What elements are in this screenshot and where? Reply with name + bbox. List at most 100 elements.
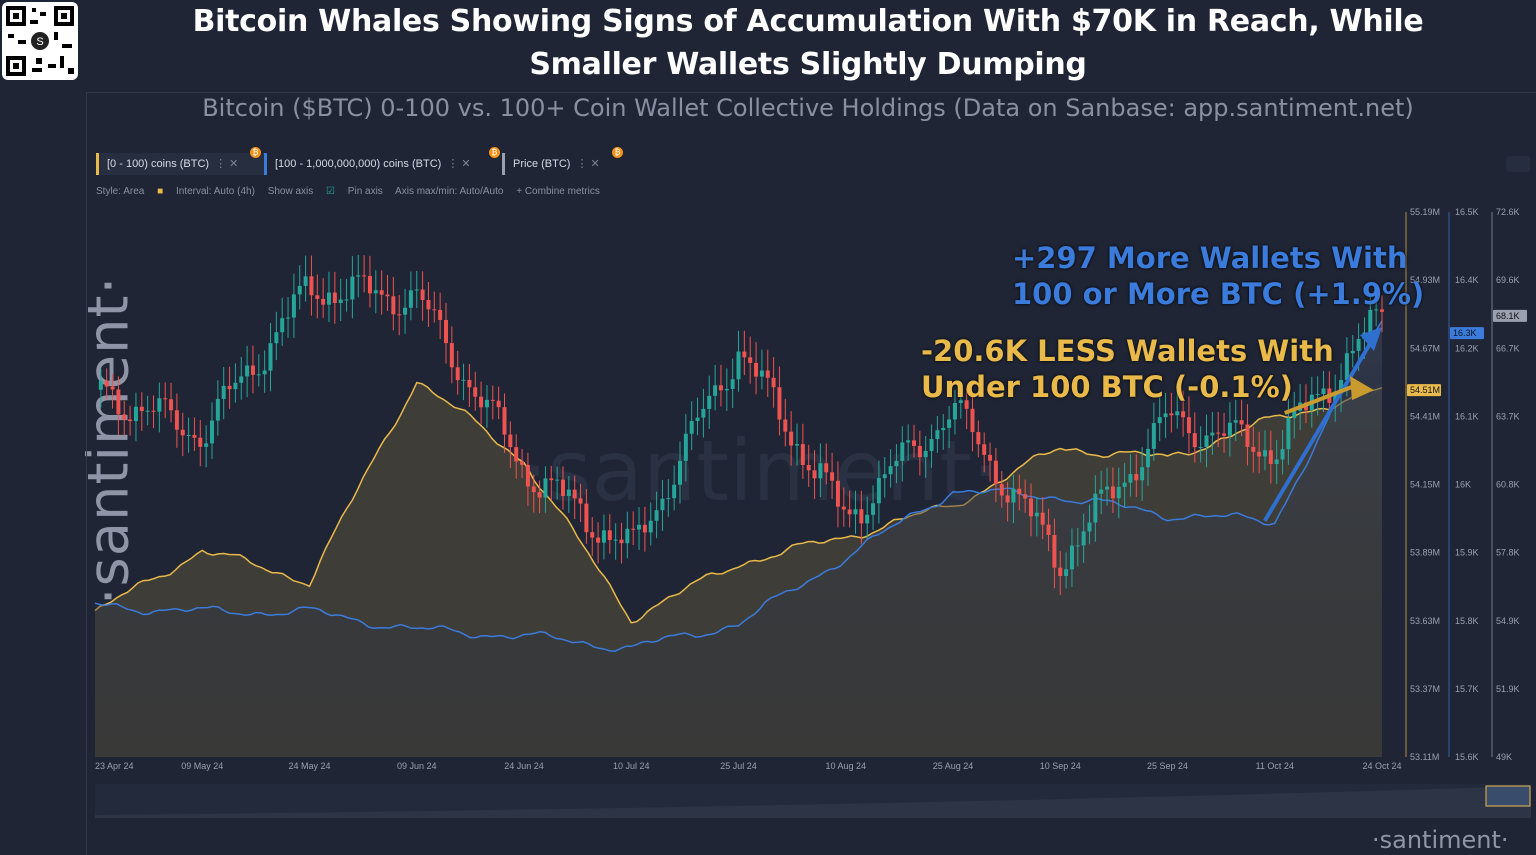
candle-body <box>666 498 671 500</box>
x-axis: 23 Apr 24 09 May 24 24 May 24 09 Jun 24 24 J… <box>95 761 1402 771</box>
price-axis-tick-label: 49K <box>1496 752 1512 762</box>
svg-text:S: S <box>36 36 43 48</box>
x-tick-label: 24 Jun 24 <box>504 761 544 771</box>
candle-body <box>1204 435 1209 447</box>
whales-axis-tick-label: 16.4K <box>1455 275 1479 285</box>
combine-metrics-button[interactable]: + Combine metrics <box>516 186 600 197</box>
candle-body <box>759 370 764 377</box>
candle-body <box>204 443 209 447</box>
small-axis-tick-label: 54.15M <box>1410 480 1440 490</box>
candle-body <box>484 399 489 408</box>
small-arrow-head <box>1350 376 1374 401</box>
close-icon[interactable]: ⋮ ✕ <box>447 158 471 170</box>
metric-pill-small-holders[interactable]: [0 - 100) coins (BTC) ⋮ ✕ <box>96 153 265 175</box>
candle-body <box>467 379 472 388</box>
small-axis-tick-label: 54.93M <box>1410 275 1440 285</box>
checkbox-icon[interactable]: ☑ <box>326 186 336 197</box>
candle-body <box>414 289 419 291</box>
candle-body <box>648 520 653 533</box>
candle-body <box>256 374 261 376</box>
candle-body <box>1216 432 1221 434</box>
candle-body <box>654 510 659 521</box>
candle-body <box>274 332 279 344</box>
candle-body <box>321 298 326 305</box>
close-icon[interactable]: ⋮ ✕ <box>576 158 600 170</box>
candle-body <box>438 309 443 320</box>
whales-area <box>95 320 1382 757</box>
candle-body <box>555 479 560 481</box>
candle-body <box>1105 486 1110 490</box>
bitcoin-icon: ₿ <box>612 147 623 158</box>
candle-body <box>795 444 799 446</box>
small-axis-tick-label: 55.19M <box>1410 207 1440 217</box>
candle-body <box>607 530 612 540</box>
header-divider <box>86 92 1536 93</box>
small-trend-arrow <box>1284 384 1355 415</box>
style-dropdown[interactable]: Style: Area <box>96 186 145 197</box>
small-axis-tick-label: 53.37M <box>1410 684 1440 694</box>
metric-label-whales: [100 - 1,000,000,000) coins (BTC) <box>275 158 442 170</box>
candle-body <box>1011 488 1016 503</box>
price-axis-tick-label: 60.8K <box>1496 480 1520 490</box>
candle-body <box>543 478 548 498</box>
candle-body <box>730 379 735 389</box>
candle-body <box>549 478 554 481</box>
candle-body <box>344 299 349 301</box>
candle-body <box>420 289 425 300</box>
candle-body <box>800 444 805 465</box>
interval-dropdown[interactable]: Interval: Auto (4h) <box>175 186 255 197</box>
candle-body <box>789 431 794 446</box>
x-tick-label: 11 Oct 24 <box>1256 761 1294 771</box>
candle-body <box>1029 498 1033 517</box>
pin-axis-toggle[interactable]: Pin axis <box>347 186 383 197</box>
candle-body <box>455 367 460 381</box>
candle-body <box>403 307 408 315</box>
candle-body <box>613 539 618 541</box>
candle-body <box>912 440 916 446</box>
settings-icon[interactable] <box>1506 156 1530 172</box>
navigator-handle <box>1485 785 1531 807</box>
candle-body <box>221 385 226 399</box>
color-swatch-icon[interactable]: ■ <box>157 186 164 197</box>
candle-body <box>250 365 255 375</box>
candle-body <box>830 472 835 481</box>
candle-body <box>1099 489 1104 494</box>
whales-axis-tick-label: 15.8K <box>1455 616 1479 626</box>
candle-body <box>783 419 788 432</box>
candle-body <box>239 376 244 383</box>
candle-body <box>1380 309 1384 312</box>
candle-body <box>1192 433 1197 448</box>
candle-body <box>286 317 291 319</box>
metric-pill-whales[interactable]: [100 - 1,000,000,000) coins (BTC) ⋮ ✕ <box>264 153 495 175</box>
small-axis-tick-label: 54.41M <box>1410 411 1440 421</box>
whales-annotation-line-2: 100 or More BTC (+1.9%) <box>1012 277 1425 311</box>
candle-body <box>1146 448 1150 468</box>
santiment-watermark: ·santiment· <box>521 422 999 520</box>
candle-body <box>449 343 454 368</box>
candle-body <box>1157 417 1162 424</box>
metric-pill-price[interactable]: Price (BTC) ⋮ ✕ <box>502 153 623 175</box>
candle-body <box>947 419 952 428</box>
candle-body <box>502 407 507 435</box>
close-icon[interactable]: ⋮ ✕ <box>215 158 239 170</box>
show-axis-toggle[interactable]: Show axis <box>267 186 314 197</box>
sidebar-divider <box>86 92 87 855</box>
candle-body <box>952 402 957 420</box>
candle-body <box>590 532 595 538</box>
price-axis-tick-label: 57.8K <box>1496 548 1520 558</box>
candle-body <box>1333 391 1338 403</box>
candle-body <box>508 434 513 448</box>
candle-body <box>245 365 250 377</box>
candle-body <box>637 524 642 530</box>
candle-body <box>496 400 501 408</box>
axis-mode-dropdown[interactable]: Axis max/min: Auto/Auto <box>395 186 504 197</box>
candle-body <box>262 370 267 375</box>
range-navigator[interactable] <box>95 784 1531 818</box>
candle-body <box>748 357 753 363</box>
price-axis-tick-label: 51.9K <box>1496 684 1520 694</box>
candle-body <box>806 464 811 471</box>
candle-body <box>1110 486 1115 499</box>
candle-body <box>631 528 636 530</box>
candle-body <box>672 484 677 499</box>
candle-body <box>1186 417 1191 434</box>
